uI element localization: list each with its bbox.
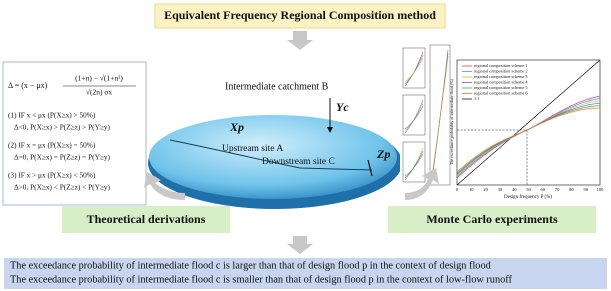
condition-if: (2) IF x = μx (P(X≥x) = 50%) bbox=[8, 141, 96, 150]
condition-then: Δ>0, P(X≥x) < P(Z≥z) < P(Y≥y) bbox=[14, 183, 111, 192]
label-yc: Yc bbox=[336, 100, 349, 114]
label-intermediate: Intermediate catchment B bbox=[225, 81, 329, 92]
x-tick-label: 60 bbox=[541, 187, 546, 192]
condition-if: (1) IF x < μx (P(X≥x) > 50%) bbox=[8, 111, 96, 120]
formula-denominator: √(2n) σx bbox=[86, 88, 113, 97]
label-downstream: Downstream site C bbox=[262, 157, 335, 167]
legend-label: regional composition scheme 1 bbox=[474, 63, 528, 68]
graphical-abstract: Equivalent Frequency Regional Compositio… bbox=[0, 0, 611, 291]
x-tick-label: 80 bbox=[569, 187, 574, 192]
legend-label: regional composition scheme 4 bbox=[474, 79, 528, 84]
label-xp: Xp bbox=[229, 120, 244, 134]
legend-label: regional composition scheme 2 bbox=[474, 68, 528, 73]
conclusion-line: The exceedance probability of intermedia… bbox=[10, 274, 512, 285]
x-tick-label: 100 bbox=[597, 187, 605, 192]
label-upstream: Upstream site A bbox=[222, 144, 283, 154]
x-tick-label: 90 bbox=[583, 187, 588, 192]
x-tick-label: 30 bbox=[498, 187, 503, 192]
conclusion-line: The exceedance probability of intermedia… bbox=[10, 260, 492, 271]
condition-then: Δ=0, P(X≥x) = P(Z≥z) = P(Y≥y) bbox=[14, 153, 111, 162]
y-axis-label: The exceedance probability of intermedia… bbox=[449, 78, 454, 165]
method-right: Monte Carlo experiments bbox=[426, 212, 558, 226]
label-zp: Zp bbox=[376, 147, 390, 161]
formula-lhs: Δ = (x − μx) bbox=[8, 81, 48, 90]
formula-numerator: (1+n) − √(1+n²) bbox=[75, 74, 123, 83]
legend-label: regional composition scheme 5 bbox=[474, 85, 528, 90]
x-tick-label: 50 bbox=[526, 187, 531, 192]
header-title: Equivalent Frequency Regional Compositio… bbox=[164, 8, 436, 22]
x-tick-label: 70 bbox=[555, 187, 560, 192]
method-left: Theoretical derivations bbox=[87, 212, 206, 226]
legend-label: regional composition scheme 3 bbox=[474, 74, 528, 79]
arrow-down bbox=[287, 31, 313, 50]
page: Equivalent Frequency Regional Compositio… bbox=[0, 0, 611, 291]
x-tick-label: 10 bbox=[469, 187, 474, 192]
arrow-down bbox=[287, 236, 313, 254]
x-tick-label: 40 bbox=[512, 187, 517, 192]
legend-label: regional composition scheme 6 bbox=[474, 90, 528, 95]
x-axis-label: Design frequency P (%) bbox=[504, 195, 552, 200]
x-tick-label: 20 bbox=[483, 187, 488, 192]
legend-label: 1:1 bbox=[474, 96, 480, 101]
condition-if: (3) IF x > μx (P(X≥x) < 50%) bbox=[8, 171, 96, 180]
condition-then: Δ<0, P(X≥x) > P(Z≥z) > P(Y≥y) bbox=[14, 123, 111, 132]
